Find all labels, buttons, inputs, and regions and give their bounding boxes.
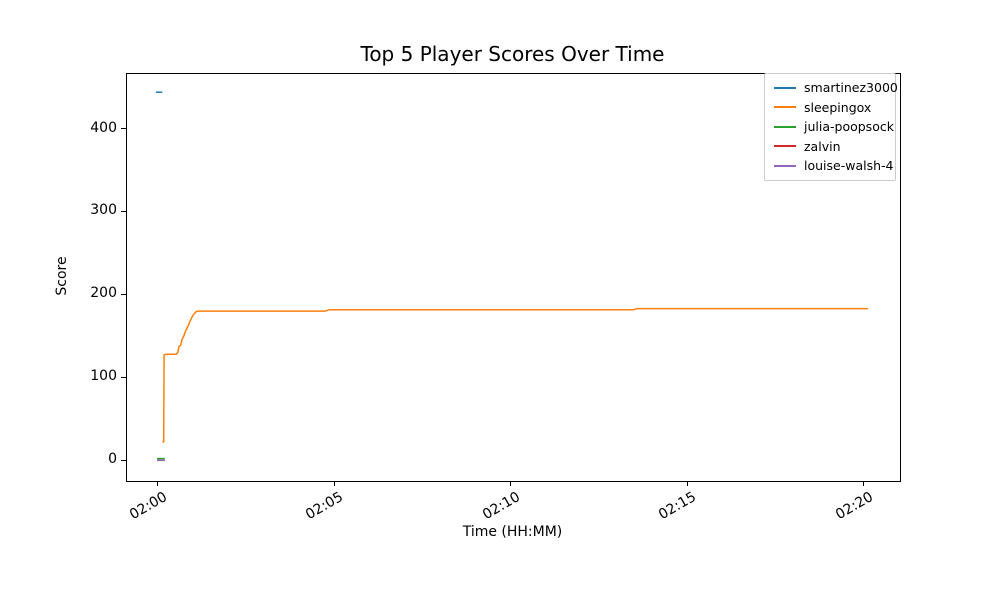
y-tick-label: 300 (90, 202, 117, 219)
legend-label: zalvin (804, 138, 841, 154)
legend-line-sample (774, 125, 796, 128)
x-tick-mark (686, 481, 688, 486)
legend-label: louise-walsh-4 (804, 158, 894, 174)
x-tick-mark (863, 481, 865, 486)
y-tick-mark (121, 128, 126, 130)
legend-label: sleepingox (804, 99, 872, 115)
series-line-sleepingox (162, 307, 869, 443)
y-tick-label: 200 (90, 285, 117, 302)
y-tick-mark (121, 293, 126, 295)
chart-title: Top 5 Player Scores Over Time (360, 42, 665, 66)
legend-label: julia-poopsock (804, 119, 894, 135)
legend-line-sample (774, 106, 796, 109)
y-axis-label: Score (54, 256, 70, 296)
legend-line-sample (774, 145, 796, 148)
y-tick-label: 400 (90, 119, 117, 136)
y-tick-mark (121, 210, 126, 212)
x-tick-label: 02:00 (126, 489, 170, 524)
x-tick-mark (333, 481, 335, 486)
y-tick-label: 100 (90, 368, 117, 385)
x-tick-mark (157, 481, 159, 486)
x-tick-label: 02:15 (656, 489, 700, 524)
legend: smartinez3000 sleepingox julia-poopsock zal… (764, 73, 898, 181)
y-tick-mark (121, 376, 126, 378)
y-tick-mark (121, 459, 126, 461)
x-axis-label: Time (HH:MM) (462, 524, 563, 540)
x-tick-mark (510, 481, 512, 486)
legend-line-sample (774, 86, 796, 89)
legend-row-sleepingox: sleepingox (774, 98, 895, 118)
legend-row-zalvin: zalvin (774, 137, 895, 157)
series-svg (155, 91, 869, 462)
legend-row-louise-walsh-4: louise-walsh-4 (774, 156, 895, 176)
legend-row-smartinez3000: smartinez3000 (774, 78, 898, 98)
x-tick-label: 02:05 (303, 489, 347, 524)
x-tick-label: 02:10 (479, 489, 523, 524)
legend-row-julia-poopsock: julia-poopsock (774, 117, 895, 137)
legend-line-sample (774, 164, 796, 167)
legend-label: smartinez3000 (804, 80, 898, 96)
x-tick-label: 02:20 (832, 489, 876, 524)
y-tick-label: 0 (108, 451, 117, 468)
